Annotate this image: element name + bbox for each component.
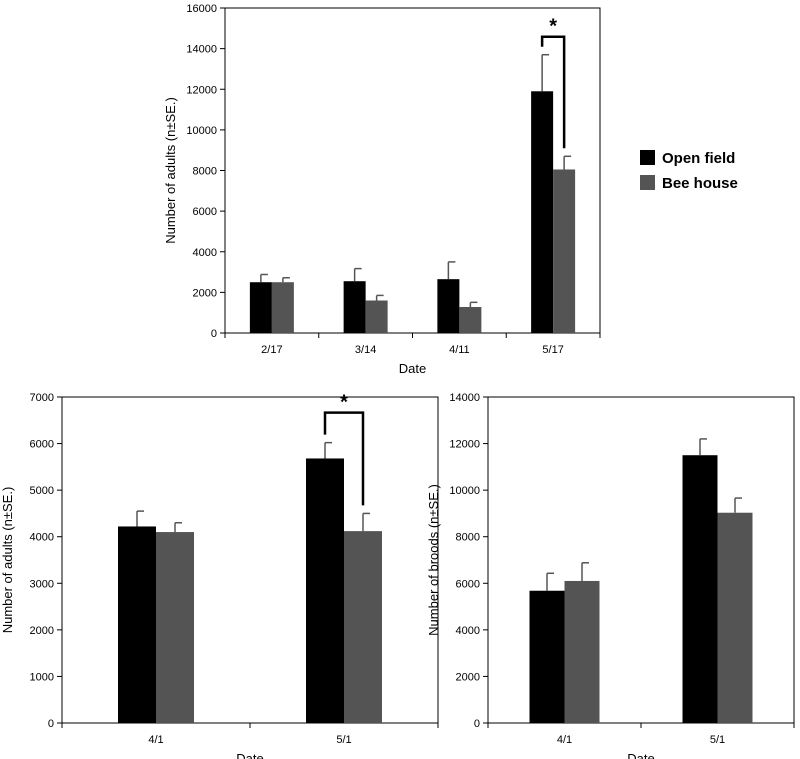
x-axis-label: Date: [399, 361, 426, 376]
x-axis-label: Date: [236, 751, 263, 759]
bar: [249, 282, 272, 333]
x-tick-label: 5/1: [336, 734, 351, 746]
x-tick-label: 5/1: [710, 734, 725, 746]
bar: [118, 526, 156, 723]
y-tick-label: 2000: [456, 671, 480, 683]
y-tick-label: 10000: [186, 125, 217, 137]
x-tick-label: 4/1: [557, 734, 572, 746]
y-tick-label: 4000: [30, 532, 54, 544]
y-tick-label: 5000: [30, 485, 54, 497]
y-axis-label: Number of broods (n±SE.): [426, 484, 441, 636]
chart-2: 0 1000 2000 3000 4000 5000 6000 7000 4/1 5/1 * Date…: [0, 392, 439, 759]
y-tick-label: 3000: [30, 578, 54, 590]
y-tick-label: 6000: [30, 439, 54, 451]
bar: [531, 91, 554, 333]
legend-swatch-open-field: [640, 150, 655, 165]
y-axis-label: Number of adults (n±SE.): [0, 487, 15, 634]
x-tick-label: 5/17: [542, 344, 563, 356]
y-tick-label: 8000: [456, 532, 480, 544]
bar: [344, 531, 382, 723]
bar: [271, 282, 294, 333]
bar: [529, 590, 565, 723]
chart-3: 0 2000 4000 6000 8000 10000 12000 14000 4/1 5/1 Da…: [426, 392, 795, 759]
bar: [365, 300, 388, 333]
significance-label: *: [549, 16, 557, 38]
legend-label-open-field: Open field: [662, 150, 735, 167]
x-axis-label: Date: [627, 751, 654, 759]
bar: [343, 281, 366, 333]
y-tick-label: 1000: [30, 671, 54, 683]
y-tick-label: 2000: [30, 625, 54, 637]
y-tick-label: 14000: [449, 392, 480, 404]
y-tick-label: 16000: [186, 3, 217, 15]
bar: [553, 169, 576, 333]
significance-bracket: [323, 411, 365, 506]
bar: [717, 512, 753, 723]
y-tick-label: 6000: [456, 578, 480, 590]
chart-1: 0 2000 4000 6000 8000 10000 12000 14000 16000 2/1…: [163, 3, 601, 376]
y-tick-label: 10000: [449, 485, 480, 497]
y-tick-label: 8000: [193, 166, 217, 178]
y-tick-label: 14000: [186, 44, 217, 56]
significance-bracket: [540, 35, 566, 149]
x-tick-label: 3/14: [355, 344, 376, 356]
bar: [306, 458, 344, 723]
y-tick-label: 0: [48, 718, 54, 730]
y-tick-label: 0: [211, 328, 217, 340]
bar: [156, 532, 194, 723]
y-tick-label: 6000: [193, 206, 217, 218]
y-tick-label: 4000: [456, 625, 480, 637]
legend-label-bee-house: Bee house: [662, 175, 738, 192]
y-tick-label: 0: [474, 718, 480, 730]
y-tick-label: 7000: [30, 392, 54, 404]
x-tick-label: 4/1: [148, 734, 163, 746]
y-axis-label: Number of adults (n±SE.): [163, 97, 178, 244]
x-tick-label: 4/11: [449, 344, 470, 356]
legend-swatch-bee-house: [640, 175, 655, 190]
y-tick-label: 12000: [186, 84, 217, 96]
y-tick-label: 2000: [193, 287, 217, 299]
x-tick-label: 2/17: [261, 344, 282, 356]
y-tick-label: 12000: [449, 439, 480, 451]
significance-label: *: [340, 392, 348, 414]
y-tick-label: 4000: [193, 247, 217, 259]
bar: [564, 580, 600, 723]
bar: [437, 279, 460, 333]
legend: Open field Bee house: [640, 150, 738, 192]
bar: [459, 307, 482, 333]
bar: [682, 455, 718, 723]
